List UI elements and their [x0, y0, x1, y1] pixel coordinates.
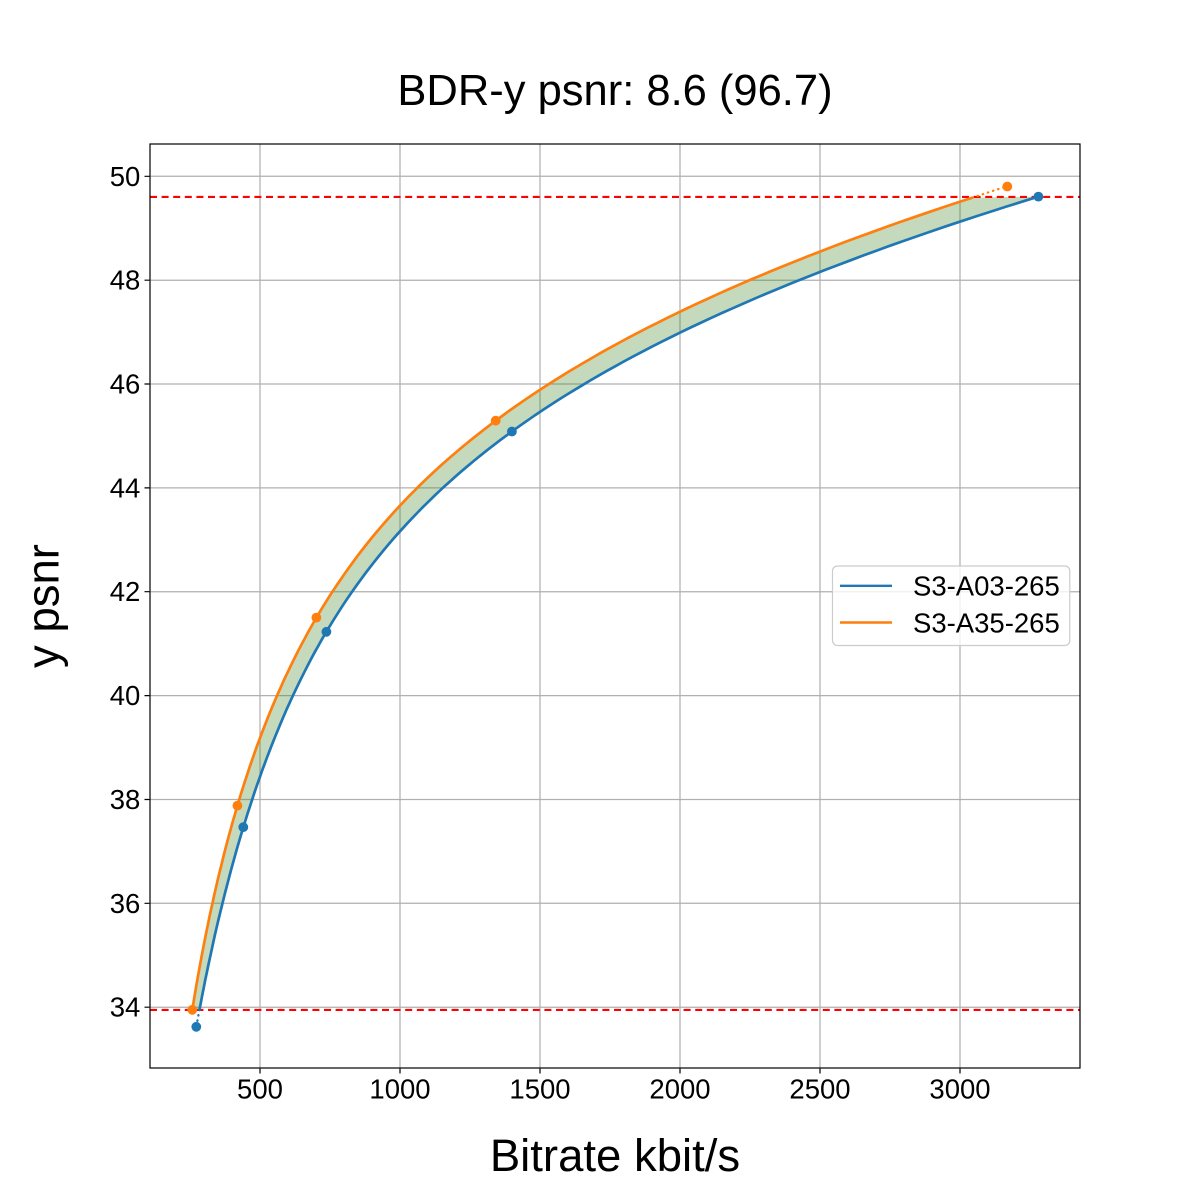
svg-text:3000: 3000 [929, 1073, 990, 1104]
svg-text:42: 42 [110, 576, 141, 607]
svg-text:40: 40 [110, 680, 141, 711]
svg-text:Bitrate kbit/s: Bitrate kbit/s [490, 1130, 740, 1181]
svg-text:2500: 2500 [789, 1073, 850, 1104]
svg-text:46: 46 [110, 369, 141, 400]
svg-text:50: 50 [110, 161, 141, 192]
svg-text:2000: 2000 [649, 1073, 710, 1104]
svg-text:34: 34 [110, 992, 141, 1023]
svg-text:S3-A35-265: S3-A35-265 [913, 607, 1060, 638]
svg-text:y psnr: y psnr [18, 544, 69, 668]
svg-text:48: 48 [110, 265, 141, 296]
svg-text:36: 36 [110, 888, 141, 919]
svg-text:1000: 1000 [369, 1073, 430, 1104]
svg-text:38: 38 [110, 784, 141, 815]
svg-text:S3-A03-265: S3-A03-265 [913, 571, 1060, 602]
svg-text:44: 44 [110, 472, 141, 503]
svg-text:BDR-y psnr: 8.6 (96.7): BDR-y psnr: 8.6 (96.7) [397, 67, 832, 115]
svg-text:1500: 1500 [509, 1073, 570, 1104]
svg-text:500: 500 [237, 1073, 283, 1104]
